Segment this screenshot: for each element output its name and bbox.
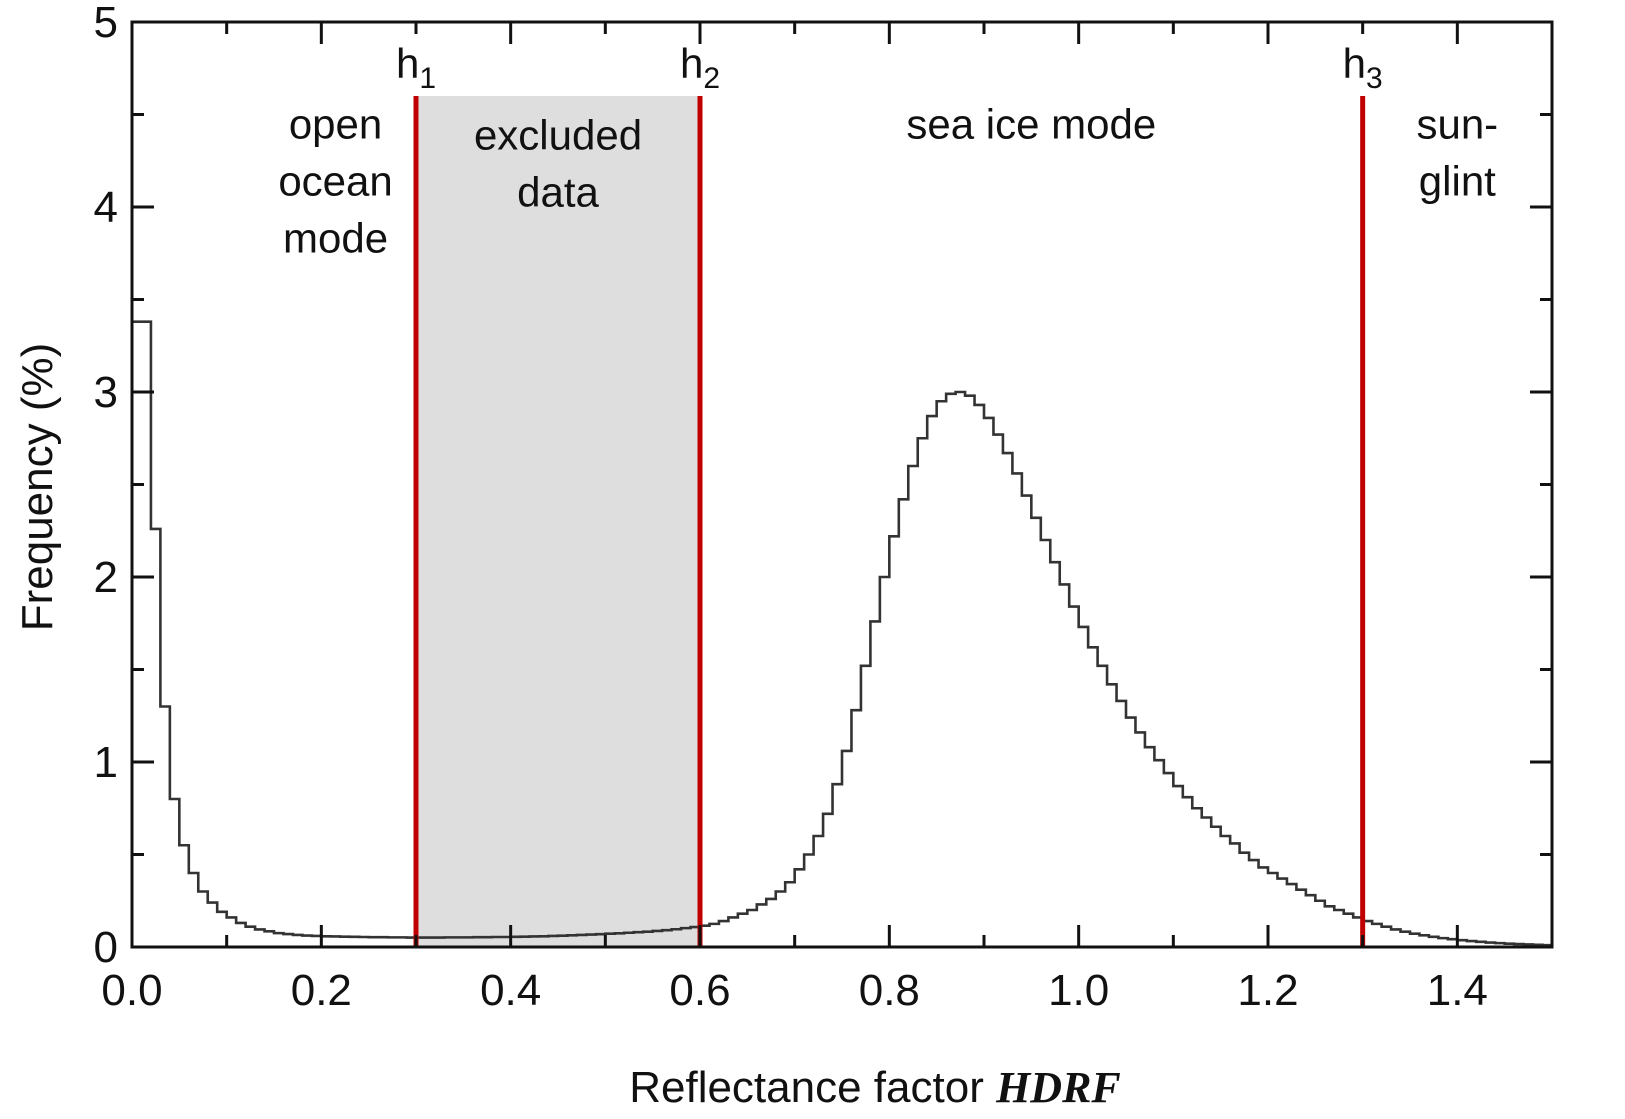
excluded-region [416, 96, 700, 947]
threshold-label-h3: h3 [1343, 40, 1383, 95]
y-tick-label: 4 [94, 183, 118, 232]
x-tick-label: 0.0 [101, 966, 162, 1015]
y-tick-label: 5 [94, 0, 118, 47]
x-tick-label: 1.2 [1237, 966, 1298, 1015]
threshold-label-h2: h2 [680, 40, 720, 95]
region-label-2: sun-glint [1416, 101, 1498, 205]
y-tick-label: 2 [94, 553, 118, 602]
x-tick-label: 0.4 [480, 966, 541, 1015]
y-tick-label: 3 [94, 368, 118, 417]
x-axis-title-emphasis: HDRF [995, 1063, 1121, 1112]
x-axis-title: Reflectance factor HDRF [629, 1063, 1121, 1112]
excluded-region-label: excluded data [474, 112, 642, 216]
x-tick-label: 1.0 [1048, 966, 1109, 1015]
threshold-label-h1: h1 [396, 40, 436, 95]
histogram-line [132, 320, 1552, 947]
x-tick-label: 0.2 [291, 966, 352, 1015]
y-tick-label: 0 [94, 923, 118, 972]
x-axis-title-text: Reflectance factor [629, 1063, 996, 1112]
y-axis-title: Frequency (%) [13, 343, 62, 632]
y-tick-label: 1 [94, 738, 118, 787]
x-tick-label: 0.6 [669, 966, 730, 1015]
x-tick-label: 0.8 [859, 966, 920, 1015]
x-tick-label: 1.4 [1427, 966, 1488, 1015]
region-label-1: sea ice mode [906, 101, 1156, 148]
region-label-0: open ocean mode [278, 101, 392, 262]
